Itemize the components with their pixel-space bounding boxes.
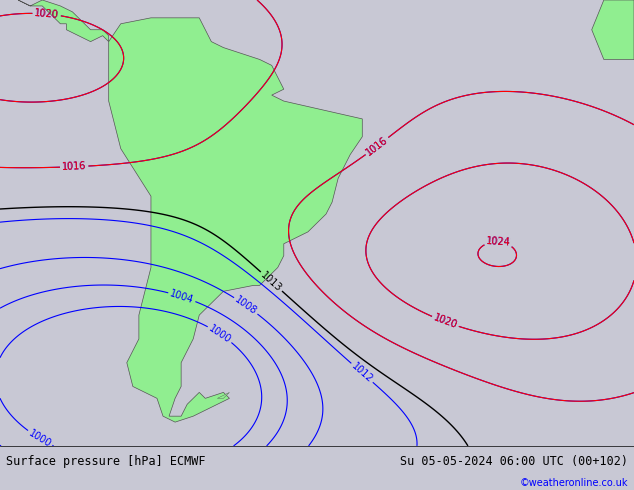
Text: 1024: 1024 bbox=[486, 236, 511, 248]
Text: 1016: 1016 bbox=[365, 135, 390, 157]
Text: 1020: 1020 bbox=[432, 313, 458, 331]
Text: 1008: 1008 bbox=[233, 294, 259, 317]
Text: 1020: 1020 bbox=[34, 8, 60, 20]
Text: 1016: 1016 bbox=[365, 135, 390, 157]
Polygon shape bbox=[108, 18, 362, 422]
Text: 1016: 1016 bbox=[61, 161, 87, 172]
Text: 1000: 1000 bbox=[27, 428, 53, 449]
Text: Surface pressure [hPa] ECMWF: Surface pressure [hPa] ECMWF bbox=[6, 455, 206, 468]
Text: 1004: 1004 bbox=[169, 288, 195, 305]
Text: 1000: 1000 bbox=[207, 323, 233, 345]
Text: 1012: 1012 bbox=[349, 361, 375, 385]
Polygon shape bbox=[18, 0, 108, 42]
Polygon shape bbox=[217, 392, 230, 398]
Text: 1024: 1024 bbox=[486, 236, 511, 248]
Text: Su 05-05-2024 06:00 UTC (00+102): Su 05-05-2024 06:00 UTC (00+102) bbox=[399, 455, 628, 468]
Text: 1013: 1013 bbox=[259, 270, 284, 294]
Text: ©weatheronline.co.uk: ©weatheronline.co.uk bbox=[519, 478, 628, 489]
Text: 1016: 1016 bbox=[61, 161, 87, 172]
Text: 1020: 1020 bbox=[34, 8, 60, 20]
Polygon shape bbox=[592, 0, 634, 59]
Text: 1020: 1020 bbox=[432, 313, 458, 331]
